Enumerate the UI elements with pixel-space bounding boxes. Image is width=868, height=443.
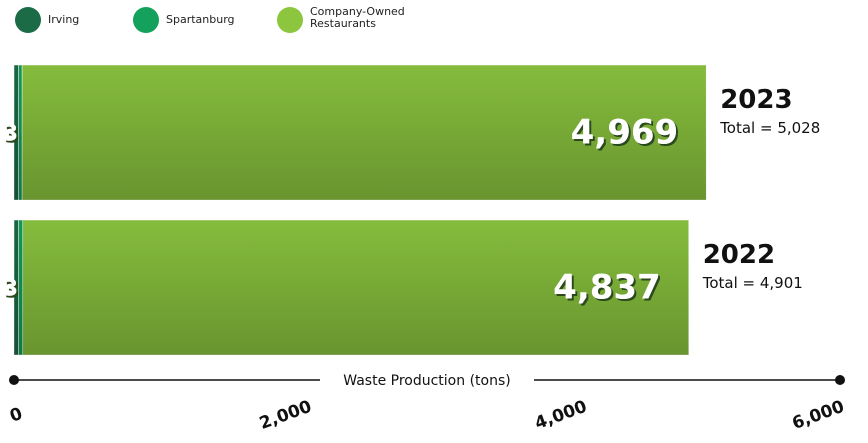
axis-end xyxy=(9,375,19,385)
bar-shade xyxy=(18,65,23,200)
total-label: Total = 4,901 xyxy=(702,274,803,292)
total-label: Total = 5,028 xyxy=(719,119,820,137)
legend-item: Company-Owned Restaurants xyxy=(310,6,405,30)
legend-item: Irving xyxy=(48,14,80,26)
bar-shade xyxy=(22,220,689,355)
year-label: 2023 xyxy=(720,85,792,115)
value-label: 4,837 xyxy=(553,268,661,308)
legend-swatch xyxy=(277,7,303,33)
axis-title: Waste Production (tons) xyxy=(343,373,510,389)
legend-label: Company-Owned Restaurants xyxy=(310,6,405,30)
x-tick-label: 4,000 xyxy=(532,397,590,434)
x-tick-label: 2,000 xyxy=(257,397,315,434)
bar-shade xyxy=(14,65,19,200)
legend-label: Spartanburg xyxy=(166,14,235,26)
year-label: 2022 xyxy=(703,240,775,270)
x-tick-label: 6,000 xyxy=(790,397,848,434)
bar-shade xyxy=(14,220,19,355)
bar-shade xyxy=(18,220,23,355)
bar-shade xyxy=(22,65,707,200)
legend-swatch xyxy=(133,7,159,33)
axis-end xyxy=(835,375,845,385)
axis-label-bg xyxy=(320,370,534,390)
legend-label: Irving xyxy=(48,14,80,26)
value-label: 4,969 xyxy=(571,113,679,153)
legend-item: Spartanburg xyxy=(166,14,235,26)
x-tick-label: 0 xyxy=(7,404,25,427)
legend-swatch xyxy=(15,7,41,33)
